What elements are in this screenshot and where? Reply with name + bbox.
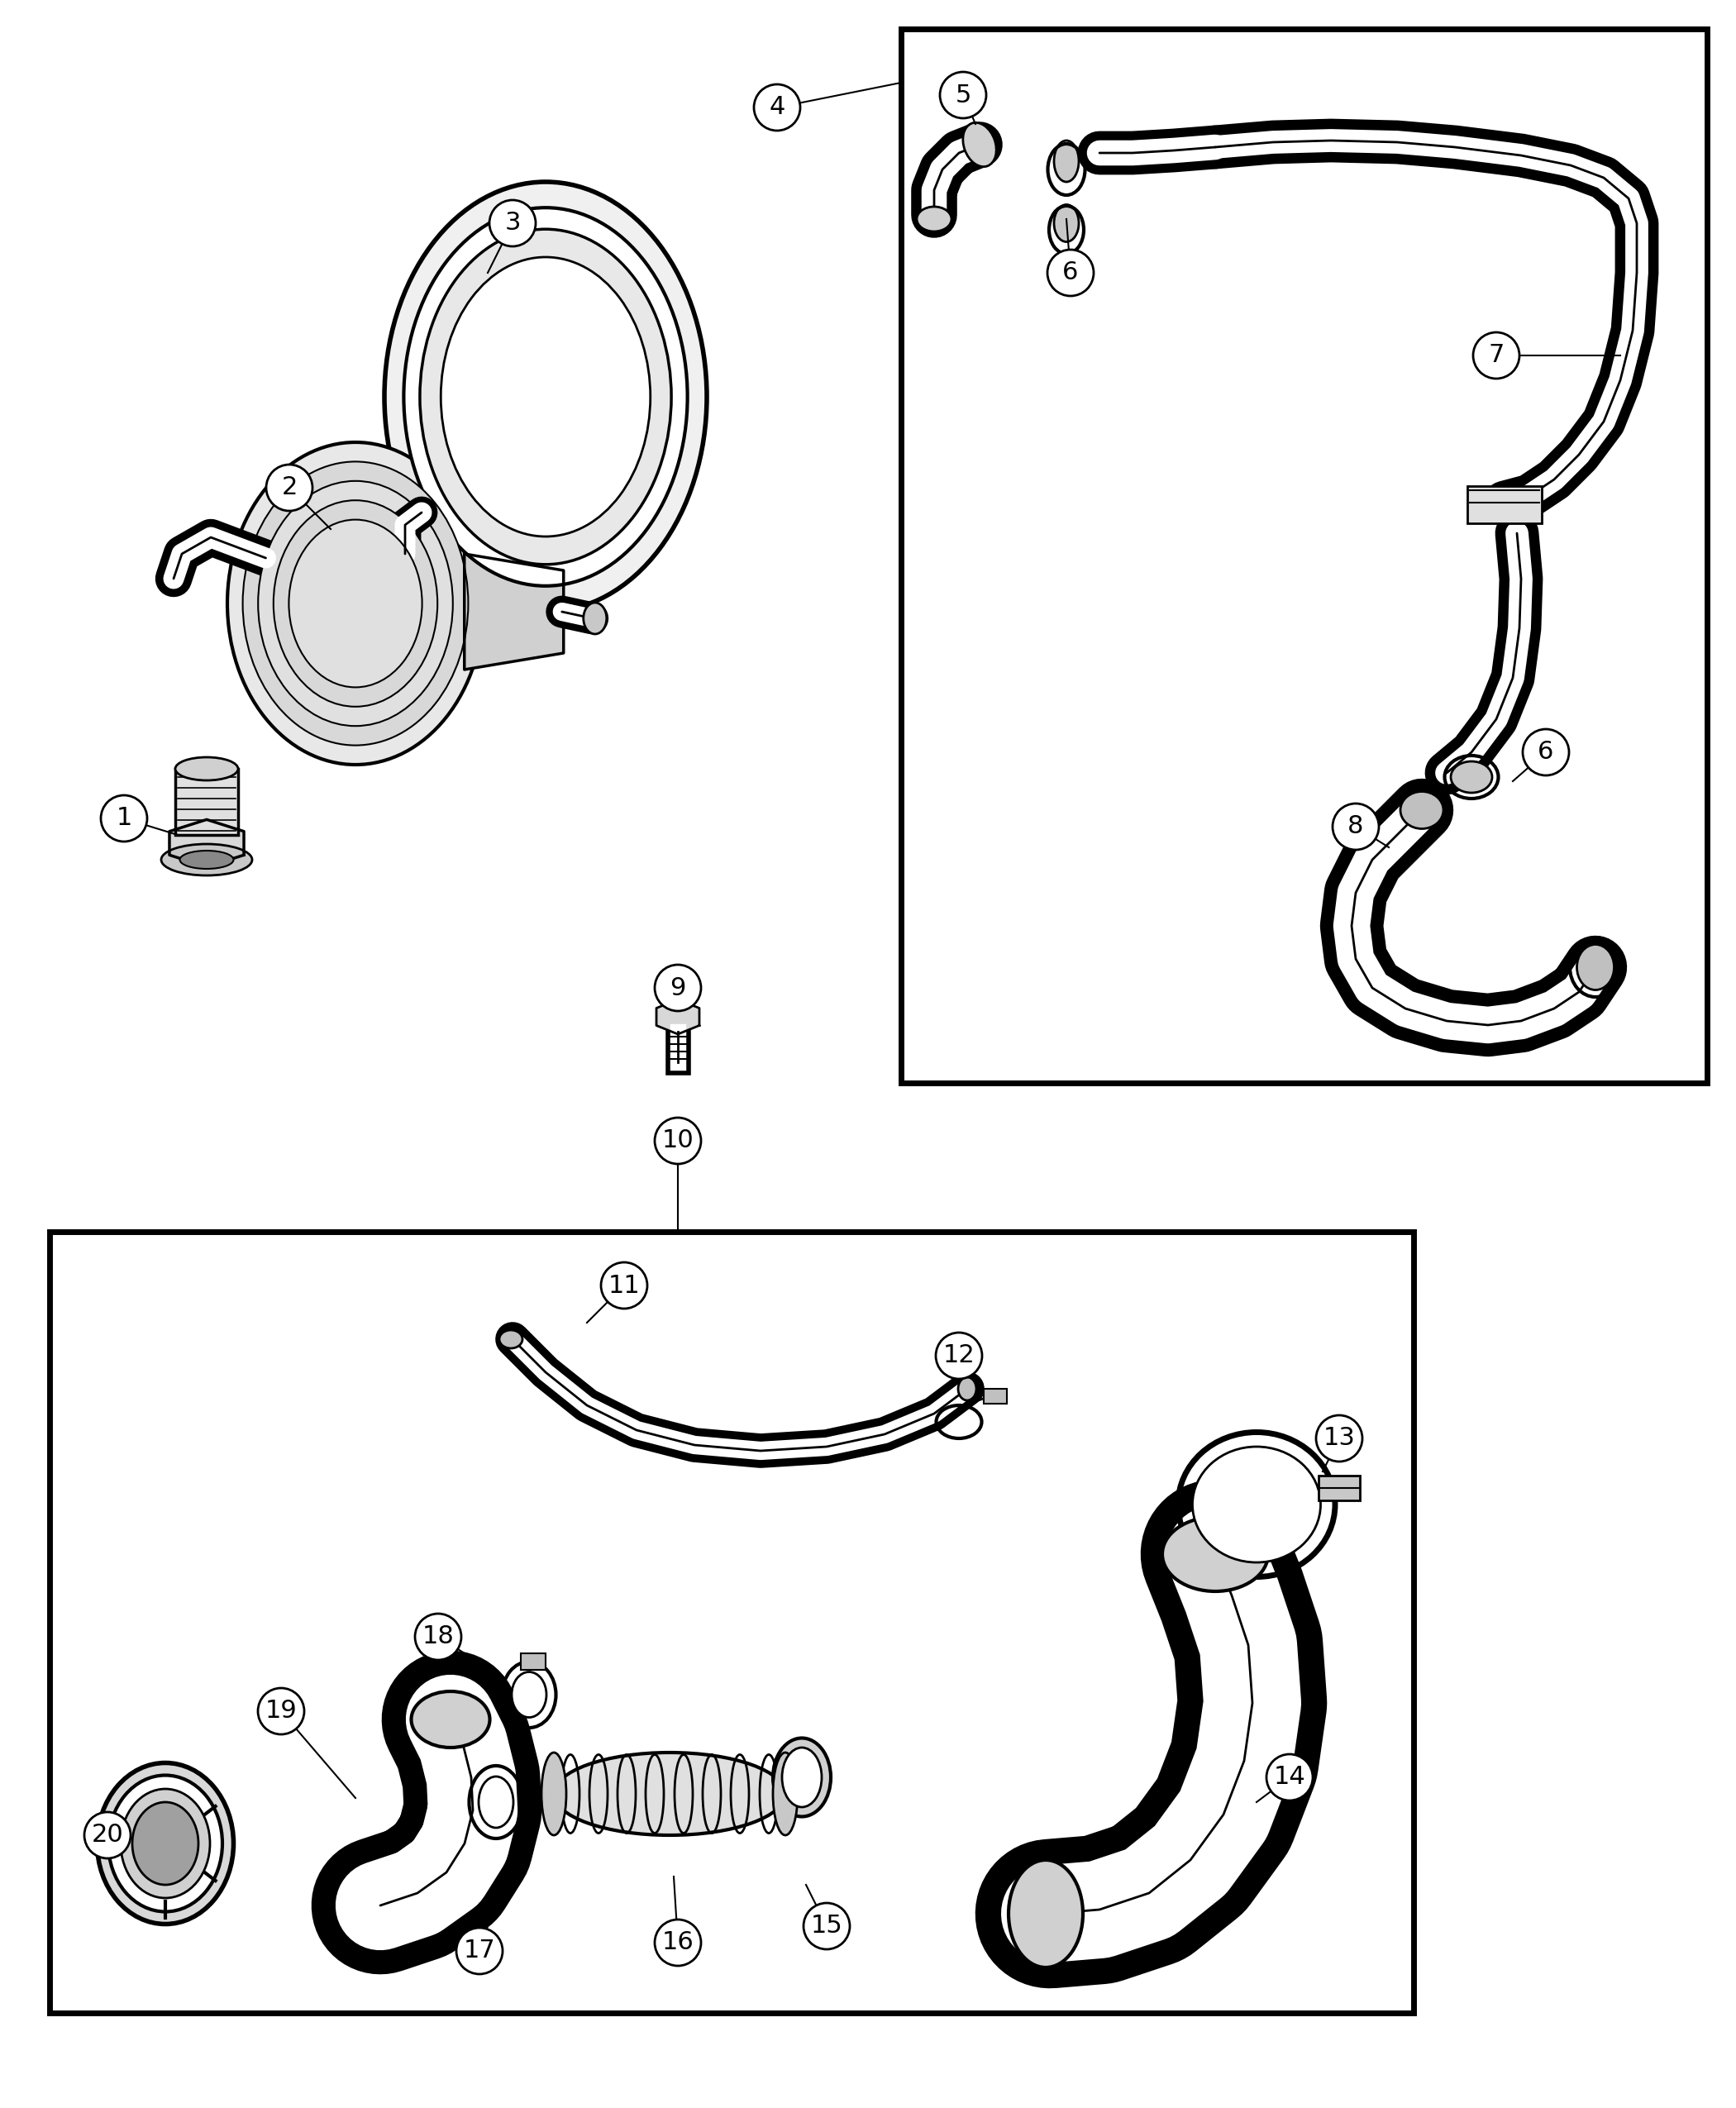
Text: 10: 10 [661,1128,694,1153]
Circle shape [1474,333,1519,379]
Text: 6: 6 [1062,261,1078,285]
Circle shape [1316,1414,1363,1461]
Ellipse shape [1054,141,1078,181]
Ellipse shape [97,1762,234,1925]
Bar [1319,1476,1359,1501]
Ellipse shape [1576,944,1614,991]
Ellipse shape [1193,1446,1321,1562]
Circle shape [1333,803,1378,850]
Text: 2: 2 [281,476,297,500]
Ellipse shape [384,181,707,611]
Circle shape [266,464,312,510]
Ellipse shape [773,1739,832,1817]
Bar [1467,487,1542,523]
Polygon shape [170,820,243,866]
Circle shape [457,1929,503,1973]
Circle shape [753,84,800,131]
Ellipse shape [1401,790,1443,828]
Ellipse shape [108,1775,222,1912]
Ellipse shape [958,1377,976,1400]
Ellipse shape [132,1802,198,1885]
Circle shape [939,72,986,118]
Circle shape [490,200,536,247]
Ellipse shape [1009,1859,1083,1967]
Ellipse shape [963,122,996,167]
Ellipse shape [554,1752,785,1836]
Text: 17: 17 [464,1939,495,1963]
Ellipse shape [259,481,453,725]
Circle shape [1047,249,1094,295]
Circle shape [1267,1754,1312,1800]
Ellipse shape [1451,761,1493,793]
Text: 19: 19 [266,1699,297,1722]
Text: 15: 15 [811,1914,842,1937]
Ellipse shape [175,757,238,780]
Circle shape [936,1332,983,1379]
Circle shape [415,1613,462,1659]
Ellipse shape [781,1748,821,1807]
Ellipse shape [583,603,606,635]
Circle shape [1522,729,1569,776]
Polygon shape [656,999,700,1035]
Ellipse shape [479,1777,514,1828]
Ellipse shape [288,521,422,687]
Circle shape [654,1117,701,1164]
Circle shape [85,1813,130,1859]
Text: 18: 18 [422,1625,455,1648]
Text: 9: 9 [670,976,686,999]
Text: 14: 14 [1274,1764,1305,1790]
Ellipse shape [500,1330,523,1349]
Bar [901,30,1706,1084]
Polygon shape [465,554,564,670]
Ellipse shape [512,1672,547,1718]
Circle shape [601,1263,648,1309]
Text: 7: 7 [1488,344,1505,367]
Ellipse shape [411,1691,490,1748]
Ellipse shape [420,230,672,565]
Ellipse shape [441,257,651,538]
Ellipse shape [243,462,469,746]
Circle shape [654,1920,701,1967]
Text: 8: 8 [1347,814,1364,839]
Bar [175,769,238,835]
Text: 6: 6 [1538,740,1554,765]
Text: 12: 12 [943,1343,976,1368]
Circle shape [259,1689,304,1735]
Ellipse shape [181,852,234,868]
Circle shape [804,1904,851,1950]
Text: 3: 3 [505,211,521,236]
Ellipse shape [1163,1518,1267,1592]
Ellipse shape [161,843,252,875]
Text: 20: 20 [92,1823,123,1847]
Bar [521,1653,545,1670]
Text: 1: 1 [116,807,132,831]
Text: 5: 5 [955,82,970,108]
Ellipse shape [917,207,951,232]
Circle shape [101,795,148,841]
Ellipse shape [773,1752,799,1836]
Circle shape [654,965,701,1012]
Ellipse shape [542,1752,566,1836]
Text: 13: 13 [1323,1427,1356,1450]
Ellipse shape [1054,204,1078,242]
Ellipse shape [227,443,484,765]
Ellipse shape [404,209,687,586]
Ellipse shape [274,500,437,706]
Text: 16: 16 [661,1931,694,1954]
Text: 11: 11 [608,1273,641,1296]
Bar [984,1389,1007,1404]
Ellipse shape [122,1790,210,1897]
Bar [50,1231,1413,2013]
Text: 4: 4 [769,95,785,120]
